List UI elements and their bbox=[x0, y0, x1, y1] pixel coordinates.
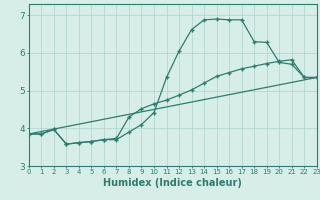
X-axis label: Humidex (Indice chaleur): Humidex (Indice chaleur) bbox=[103, 178, 242, 188]
